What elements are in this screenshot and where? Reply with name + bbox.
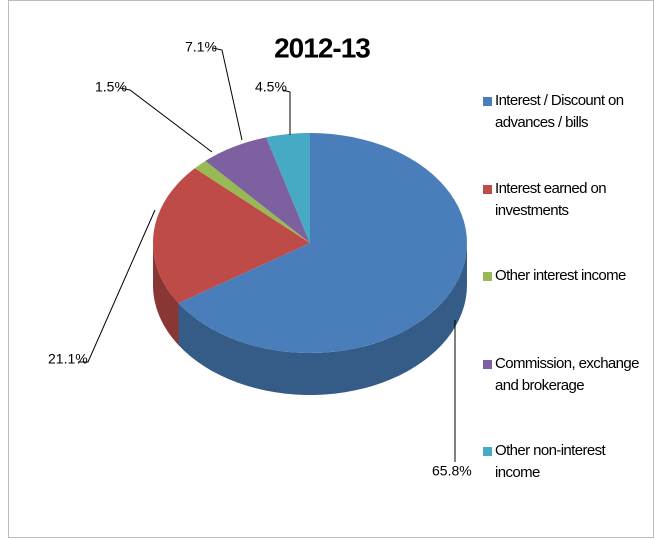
pie-slice (194, 160, 310, 243)
legend-swatch (483, 97, 492, 106)
leader-line (282, 89, 291, 135)
pie-slice (153, 168, 310, 304)
pie-slice (266, 133, 310, 243)
leader-line (212, 47, 243, 141)
chart-title: 2012-13 (274, 32, 370, 63)
legend-entry: Other interest income (483, 265, 653, 287)
data-label: 21.1% (48, 351, 88, 367)
data-label: 65.8% (432, 463, 472, 479)
slice-side (153, 243, 179, 346)
legend-swatch (483, 447, 492, 456)
data-label: 7.1% (185, 39, 217, 55)
legend-label: Commission, exchange and brokerage (495, 355, 640, 394)
legend-swatch (483, 185, 492, 194)
legend-label: Interest earned on investments (495, 180, 607, 219)
pie-slice (205, 137, 310, 243)
legend-swatch (483, 272, 492, 281)
legend-label: Other non-interest income (495, 442, 606, 481)
chart-border (8, 0, 654, 538)
legend-entry: Interest earned on investments (483, 178, 653, 222)
legend-entry: Commission, exchange and brokerage (483, 353, 653, 397)
legend-entry: Interest / Discount on advances / bills (483, 90, 653, 134)
legend-entry: Other non-interest income (483, 440, 653, 484)
legend-label: Other interest income (495, 267, 626, 284)
pie-slice (178, 133, 467, 353)
legend-swatch (483, 360, 492, 369)
legend-label: Interest / Discount on advances / bills (495, 92, 624, 131)
slice-side (178, 243, 467, 395)
data-label: 1.5% (95, 79, 127, 95)
leader-line (119, 87, 213, 153)
data-label: 4.5% (255, 79, 287, 95)
leader-line (78, 209, 156, 363)
